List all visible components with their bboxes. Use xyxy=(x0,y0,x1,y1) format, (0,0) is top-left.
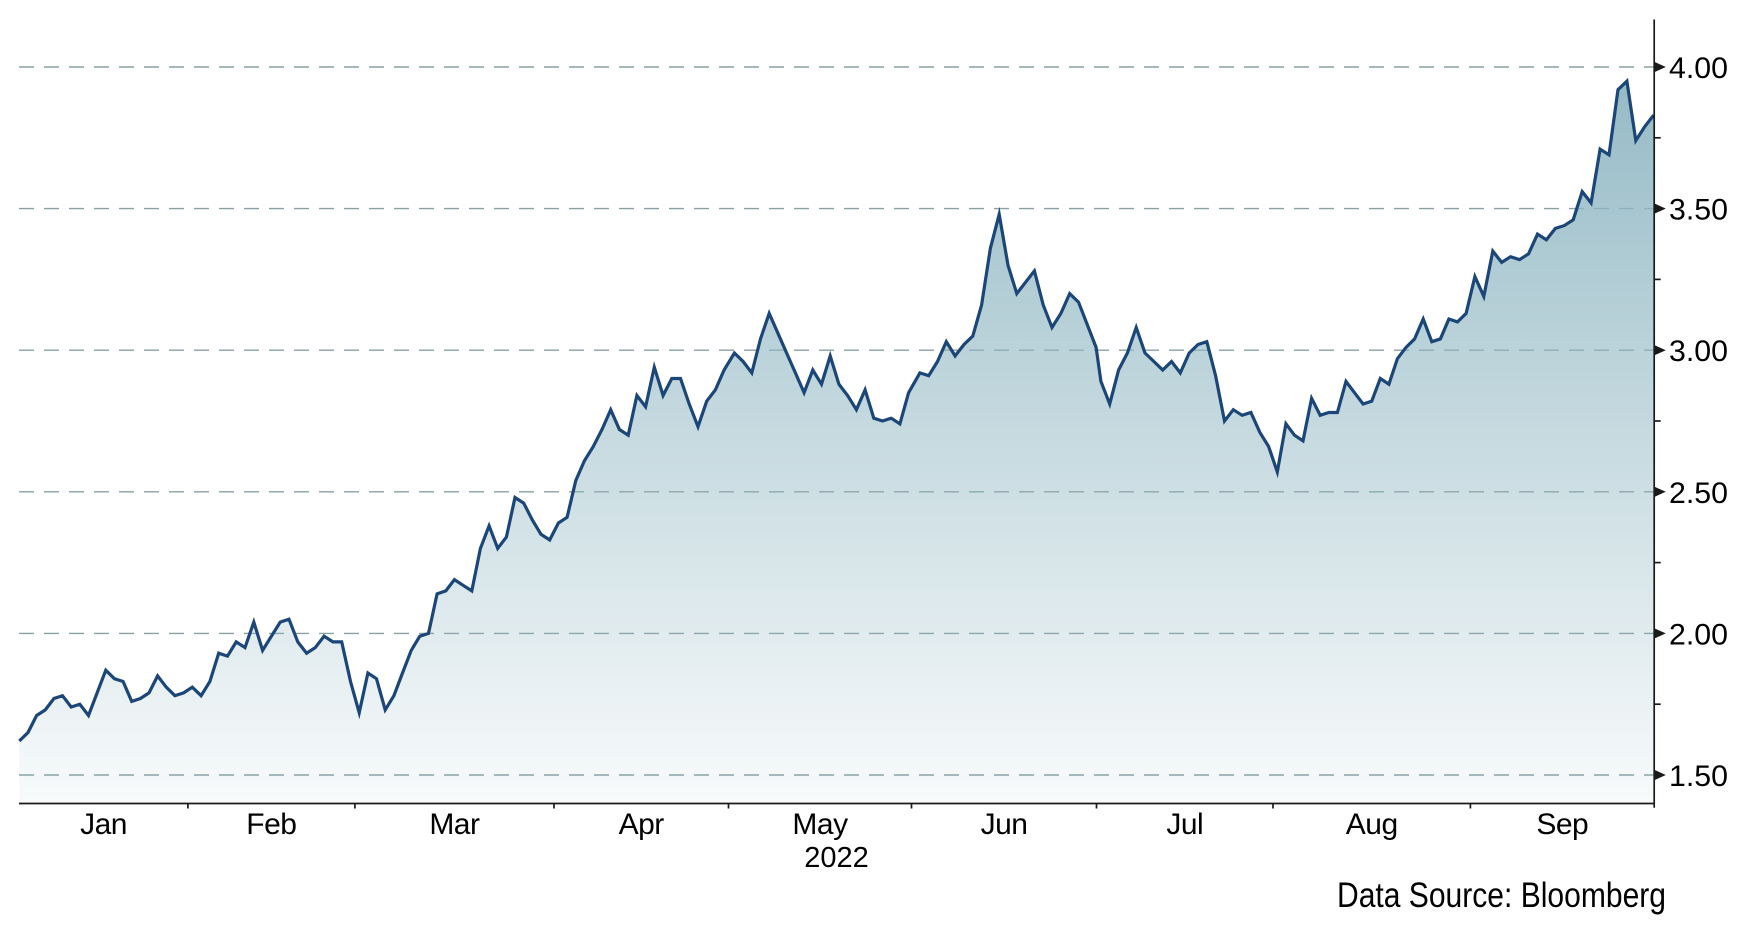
svg-text:Jun: Jun xyxy=(981,808,1028,841)
svg-text:4.00: 4.00 xyxy=(1669,52,1728,85)
svg-text:2022: 2022 xyxy=(804,842,869,874)
svg-text:Jul: Jul xyxy=(1166,808,1203,841)
svg-text:2.00: 2.00 xyxy=(1669,618,1728,651)
svg-text:Feb: Feb xyxy=(246,808,296,841)
svg-text:Mar: Mar xyxy=(429,808,480,841)
svg-text:Apr: Apr xyxy=(619,808,665,841)
svg-text:Data Source: Bloomberg: Data Source: Bloomberg xyxy=(1337,876,1666,915)
svg-text:1.50: 1.50 xyxy=(1669,760,1728,793)
svg-text:Jan: Jan xyxy=(80,808,127,841)
svg-text:2.50: 2.50 xyxy=(1669,477,1728,510)
svg-text:Sep: Sep xyxy=(1536,808,1588,841)
svg-text:May: May xyxy=(792,808,848,841)
svg-text:3.50: 3.50 xyxy=(1669,194,1728,227)
svg-text:3.00: 3.00 xyxy=(1669,335,1728,368)
svg-text:Aug: Aug xyxy=(1346,808,1398,841)
